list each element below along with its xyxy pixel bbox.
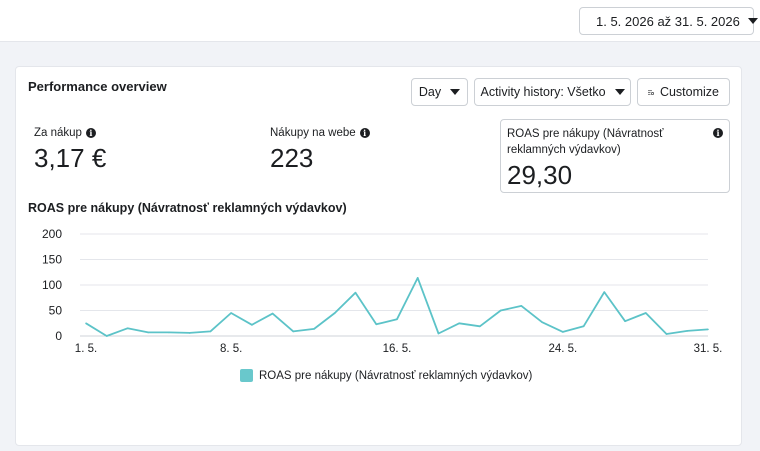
data-point: [686, 330, 689, 332]
y-tick-label: 150: [42, 253, 62, 267]
data-point: [437, 332, 440, 335]
data-point: [313, 328, 315, 330]
performance-overview-card: Performance overview Day Activity histor…: [15, 66, 742, 446]
data-point: [562, 331, 564, 333]
y-tick-label: 0: [55, 329, 62, 343]
data-point: [230, 312, 232, 314]
activity-history-dropdown[interactable]: Activity history: Všetko: [474, 78, 631, 106]
y-tick-label: 50: [49, 304, 63, 318]
data-point: [396, 318, 398, 320]
legend-label: ROAS pre nákupy (Návratnosť reklamných v…: [259, 369, 533, 382]
metric-value: 3,17 €: [34, 143, 107, 173]
chevron-down-icon: [747, 18, 758, 24]
data-point: [105, 335, 108, 337]
metric-label: ROAS pre nákupy (Návratnosť reklamných v…: [507, 128, 664, 156]
activity-history-label: Activity history: Všetko: [480, 85, 606, 99]
data-point: [126, 327, 129, 330]
data-point: [292, 330, 295, 333]
data-point: [168, 331, 170, 334]
data-point: [334, 312, 336, 314]
metric-purchase-roas[interactable]: ROAS pre nákupy (Návratnosť reklamných v…: [500, 119, 730, 193]
chevron-down-icon: [614, 89, 625, 95]
metric-value: 29,30: [507, 160, 573, 190]
data-point: [645, 312, 647, 314]
granularity-dropdown[interactable]: Day: [411, 78, 468, 106]
y-tick-label: 100: [42, 278, 62, 292]
data-point: [603, 291, 606, 293]
chevron-down-icon: [450, 89, 461, 95]
data-point: [209, 330, 212, 333]
data-point: [707, 328, 709, 331]
data-point: [624, 320, 626, 323]
x-tick-label: 16. 5.: [383, 343, 412, 355]
data-point: [147, 331, 149, 334]
series-line: [85, 277, 709, 337]
metric-label: Za nákup: [34, 127, 82, 139]
data-point: [375, 323, 378, 326]
data-point: [499, 309, 502, 312]
x-tick-label: 31. 5.: [694, 343, 723, 355]
info-icon[interactable]: i: [359, 128, 370, 138]
data-point: [271, 312, 274, 315]
chart-legend[interactable]: ROAS pre nákupy (Návratnosť reklamných v…: [240, 369, 532, 382]
data-point: [520, 305, 523, 307]
metric-website-purchases: Nákupy na webe i 223: [270, 127, 370, 174]
date-range-picker[interactable]: 1. 5. 2026 až 31. 5. 2026: [579, 7, 758, 35]
x-tick-label: 8. 5.: [220, 343, 242, 355]
customize-button[interactable]: Customize: [637, 78, 730, 106]
customize-icon: [648, 89, 654, 95]
y-tick-label: 200: [42, 227, 62, 241]
roas-line-chart: 0 50 100 150 200 1. 5. 8. 5. 16. 5. 24. 5. 31. 5.: [42, 227, 723, 355]
data-point: [188, 332, 191, 334]
metric-cost-per-purchase: Za nákup i 3,17 €: [34, 127, 106, 174]
data-point: [479, 325, 481, 328]
metric-value: 223: [270, 143, 314, 173]
data-point: [354, 291, 357, 294]
x-tick-label: 1. 5.: [75, 343, 97, 355]
customize-label: Customize: [659, 85, 719, 99]
x-tick-label: 24. 5.: [548, 343, 577, 355]
granularity-label: Day: [418, 85, 442, 99]
data-point: [541, 321, 543, 324]
info-icon[interactable]: i: [85, 128, 96, 138]
top-bar: 1. 5. 2026 až 31. 5. 2026: [0, 0, 760, 42]
data-point: [665, 333, 668, 335]
data-point: [416, 277, 419, 279]
chart-title: ROAS pre nákupy (Návratnosť reklamných v…: [28, 201, 347, 215]
data-point: [251, 323, 253, 326]
date-range-label: 1. 5. 2026 až 31. 5. 2026: [596, 13, 740, 29]
data-point: [458, 322, 461, 325]
data-point: [85, 322, 87, 325]
card-title: Performance overview: [28, 79, 167, 94]
legend-swatch: [240, 369, 253, 382]
metric-label: Nákupy na webe: [270, 127, 356, 139]
data-point: [582, 325, 585, 328]
info-icon[interactable]: i: [713, 128, 723, 138]
